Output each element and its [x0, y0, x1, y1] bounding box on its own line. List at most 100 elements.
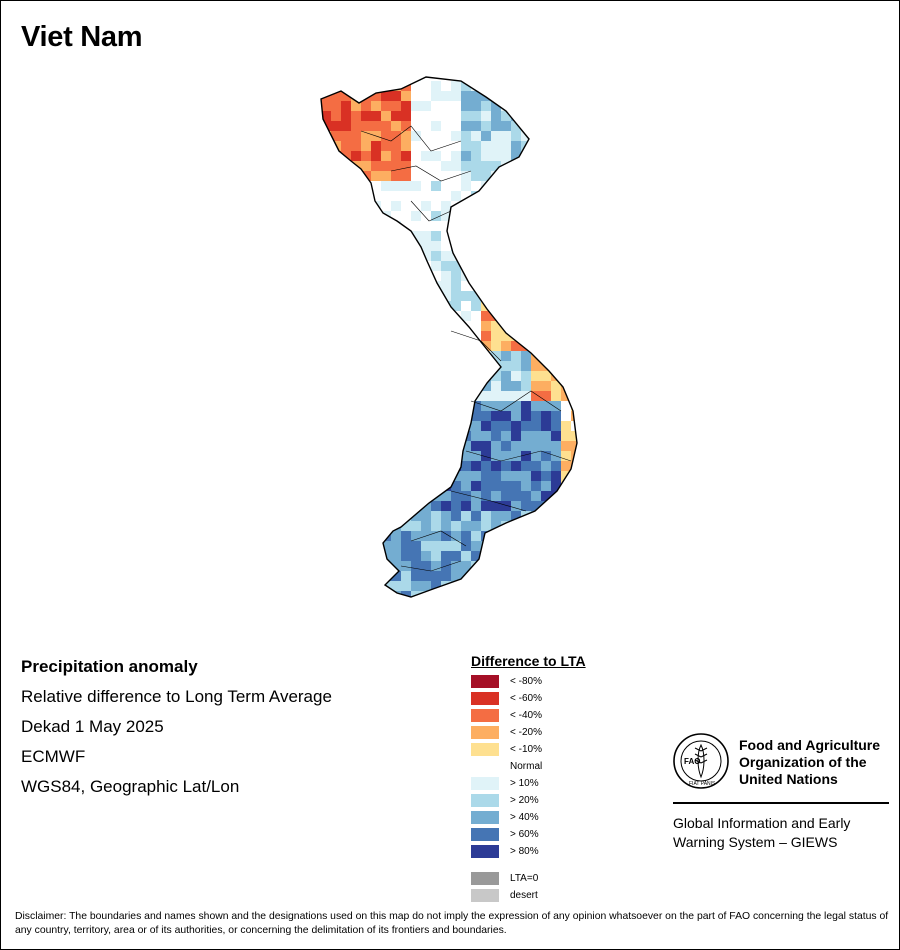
- anomaly-cell: [401, 331, 411, 341]
- anomaly-cell: [591, 571, 601, 581]
- anomaly-cell: [411, 131, 421, 141]
- anomaly-cell: [561, 261, 571, 271]
- anomaly-cell: [511, 211, 521, 221]
- anomaly-cell: [501, 261, 511, 271]
- anomaly-cell: [551, 481, 561, 491]
- anomaly-cell: [441, 391, 451, 401]
- anomaly-cell: [591, 581, 601, 591]
- anomaly-cell: [511, 451, 521, 461]
- anomaly-cell: [501, 141, 511, 151]
- anomaly-cell: [301, 281, 311, 291]
- anomaly-cell: [491, 461, 501, 471]
- anomaly-cell: [431, 151, 441, 161]
- anomaly-cell: [531, 161, 541, 171]
- anomaly-cell: [541, 331, 551, 341]
- anomaly-cell: [361, 601, 371, 611]
- anomaly-cell: [561, 111, 571, 121]
- anomaly-cell: [361, 291, 371, 301]
- anomaly-cell: [421, 471, 431, 481]
- anomaly-cell: [571, 211, 577, 221]
- anomaly-cell: [551, 91, 561, 101]
- anomaly-cell: [531, 101, 541, 111]
- anomaly-cell: [381, 281, 391, 291]
- anomaly-cell: [581, 571, 591, 581]
- anomaly-cell: [431, 591, 441, 597]
- anomaly-cell: [361, 581, 371, 591]
- anomaly-cell: [371, 401, 381, 411]
- anomaly-cell: [391, 371, 401, 381]
- anomaly-cell: [311, 71, 321, 81]
- anomaly-cell: [581, 201, 591, 211]
- anomaly-cell: [341, 211, 351, 221]
- anomaly-cell: [481, 441, 491, 451]
- anomaly-cell: [441, 181, 451, 191]
- anomaly-cell: [471, 371, 481, 381]
- anomaly-cell: [501, 291, 511, 301]
- anomaly-cell: [541, 531, 551, 541]
- anomaly-cell: [301, 81, 311, 91]
- anomaly-cell: [471, 601, 481, 611]
- anomaly-cell: [551, 591, 561, 597]
- anomaly-cell: [301, 361, 311, 371]
- anomaly-cell: [381, 341, 391, 351]
- anomaly-cell: [471, 111, 481, 121]
- anomaly-cell: [351, 151, 361, 161]
- anomaly-cell: [341, 251, 351, 261]
- anomaly-cell: [561, 341, 571, 351]
- anomaly-cell: [381, 511, 391, 521]
- anomaly-cell: [311, 131, 321, 141]
- anomaly-cell: [491, 601, 501, 611]
- anomaly-cell: [411, 221, 421, 231]
- anomaly-cell: [521, 171, 531, 181]
- anomaly-cell: [581, 131, 591, 141]
- anomaly-cell: [421, 201, 431, 211]
- anomaly-cell: [391, 401, 401, 411]
- anomaly-cell: [411, 271, 421, 281]
- anomaly-cell: [571, 181, 577, 191]
- anomaly-cell: [591, 341, 601, 351]
- anomaly-cell: [391, 511, 401, 521]
- anomaly-cell: [541, 511, 551, 521]
- anomaly-cell: [491, 291, 501, 301]
- organization-name-line-2: Organization of the: [739, 754, 867, 770]
- anomaly-cell: [411, 601, 421, 611]
- anomaly-cell: [491, 231, 501, 241]
- anomaly-cell: [331, 541, 341, 551]
- anomaly-cell: [371, 521, 381, 531]
- anomaly-cell: [391, 481, 401, 491]
- anomaly-cell: [341, 191, 351, 201]
- anomaly-cell: [591, 421, 601, 431]
- anomaly-cell: [301, 451, 311, 461]
- anomaly-cell: [531, 171, 541, 181]
- anomaly-cell: [341, 81, 351, 91]
- anomaly-cell: [501, 371, 511, 381]
- anomaly-cell: [471, 521, 481, 531]
- legend-title: Difference to LTA: [471, 653, 586, 669]
- anomaly-cell: [541, 341, 551, 351]
- anomaly-cell: [541, 251, 551, 261]
- anomaly-cell: [381, 311, 391, 321]
- anomaly-cell: [501, 491, 511, 501]
- anomaly-cell: [411, 281, 421, 291]
- anomaly-cell: [361, 151, 371, 161]
- anomaly-cell: [371, 251, 381, 261]
- anomaly-cell: [331, 551, 341, 561]
- anomaly-cell: [581, 381, 591, 391]
- legend-item-label: > 20%: [510, 795, 539, 806]
- anomaly-cell: [301, 441, 311, 451]
- anomaly-cell: [361, 301, 371, 311]
- anomaly-cell: [321, 421, 331, 431]
- anomaly-cell: [341, 561, 351, 571]
- anomaly-cell: [451, 261, 461, 271]
- anomaly-cell: [411, 371, 421, 381]
- anomaly-cell: [311, 271, 321, 281]
- anomaly-cell: [381, 451, 391, 461]
- anomaly-cell: [441, 361, 451, 371]
- anomaly-cell: [401, 351, 411, 361]
- anomaly-cell: [591, 161, 601, 171]
- anomaly-cell: [531, 201, 541, 211]
- anomaly-cell: [411, 251, 421, 261]
- anomaly-cell: [471, 351, 481, 361]
- anomaly-cell: [501, 531, 511, 541]
- anomaly-cell: [411, 461, 421, 471]
